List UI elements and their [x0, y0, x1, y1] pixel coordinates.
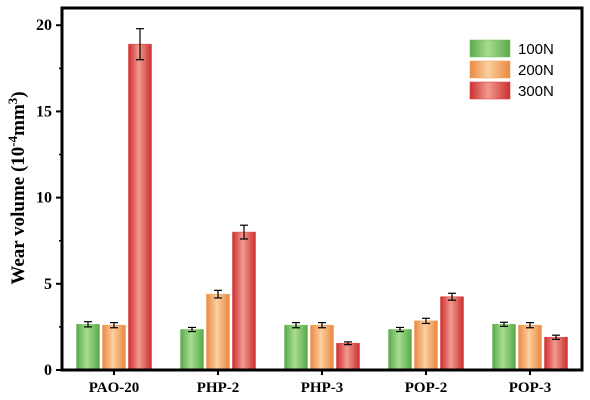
- bar-php-2-200n: [206, 293, 230, 371]
- x-tick-label-pao-20: PAO-20: [89, 380, 140, 396]
- legend-swatch-100n: [469, 39, 511, 58]
- bar-pop-2-100n: [388, 329, 412, 371]
- y-axis-title-close: ): [8, 91, 29, 97]
- y-axis-title-unit: mm: [8, 104, 29, 136]
- y-tick-label-10: 10: [36, 190, 52, 207]
- x-tick-label-pop-2: POP-2: [405, 380, 448, 396]
- legend-label-100n: 100N: [518, 41, 554, 58]
- y-axis-title-main: Wear volume (10: [8, 147, 29, 285]
- y-axis-title-exponent: -4: [5, 135, 20, 146]
- bar-php-2-300n: [232, 231, 256, 371]
- y-axis-title-unit-exponent: 3: [5, 97, 20, 104]
- bar-pop-2-200n: [414, 320, 438, 371]
- y-tick-label-5: 5: [44, 276, 52, 293]
- bar-php-3-300n: [336, 342, 360, 371]
- axes-layer: PAO-20 PHP-2 PHP-3 POP-2 POP-3 0 5 10 15 20: [36, 6, 584, 396]
- error-bars-layer: [84, 28, 560, 346]
- bar-php-2-100n: [180, 329, 204, 371]
- bar-php-3-100n: [284, 324, 308, 371]
- legend-swatch-200n: [469, 60, 511, 79]
- x-tick-label-pop-3: POP-3: [509, 380, 552, 396]
- legend-swatch-300n: [469, 81, 511, 100]
- x-tick-label-php-3: PHP-3: [301, 380, 344, 396]
- bar-pao-20-300n: [128, 43, 152, 371]
- y-tick-label-15: 15: [36, 103, 52, 120]
- legend-label-300n: 300N: [518, 83, 554, 100]
- legend-label-200n: 200N: [518, 62, 554, 79]
- bar-pop-3-300n: [544, 336, 568, 371]
- bar-pao-20-200n: [102, 324, 126, 371]
- bars-layer: [76, 43, 568, 371]
- bar-pop-2-300n: [440, 296, 464, 371]
- bar-pop-3-200n: [518, 324, 542, 371]
- bar-pao-20-100n: [76, 324, 100, 371]
- x-tick-label-php-2: PHP-2: [197, 380, 240, 396]
- y-tick-label-20: 20: [36, 17, 52, 34]
- plot-frame: [60, 6, 584, 372]
- y-tick-label-0: 0: [44, 362, 52, 379]
- bar-php-3-200n: [310, 324, 334, 371]
- y-axis-title: Wear volume (10-4mm3): [5, 91, 29, 284]
- legend: 100N 200N 300N: [469, 39, 554, 100]
- bar-pop-3-100n: [492, 324, 516, 371]
